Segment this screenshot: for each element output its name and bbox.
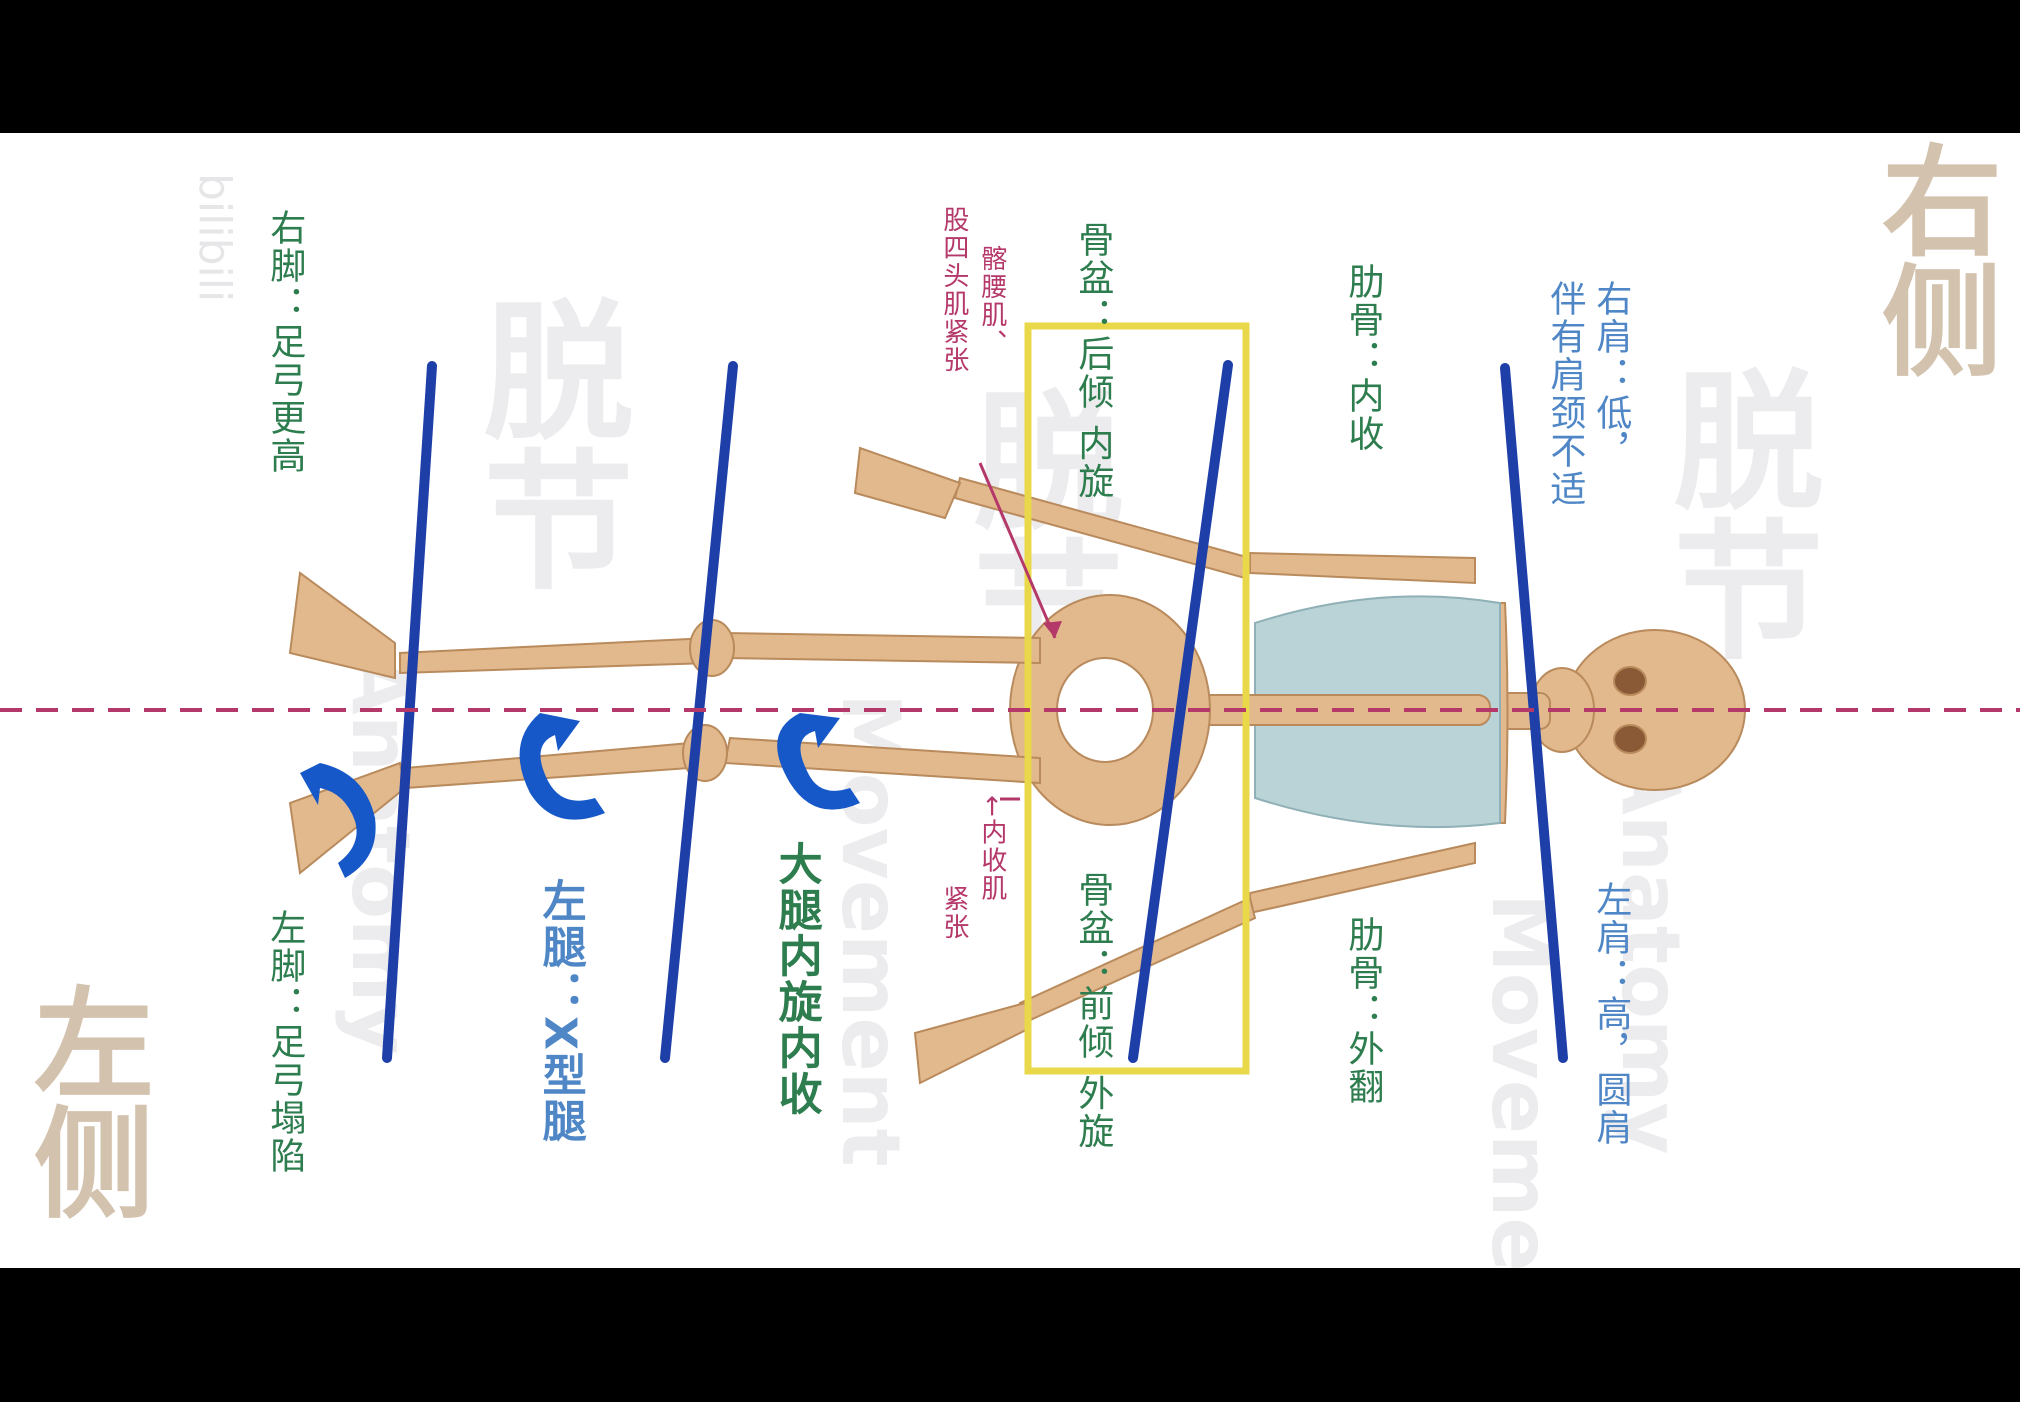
pelvis-left-label: 骨盆：前倾 外旋 <box>1072 871 1114 1151</box>
rotation-arrows <box>300 713 860 878</box>
right-hand <box>853 446 962 520</box>
adductor-label-line2: 紧张 <box>938 885 969 941</box>
left-femur <box>723 736 1041 785</box>
pelvis-axis-line <box>1128 360 1233 1063</box>
rotation-arrow-icon <box>777 713 860 810</box>
thigh-rotation-label: 大腿内旋内收 <box>770 841 822 1117</box>
shoulder-axis-line <box>1500 363 1568 1063</box>
left-hand <box>913 1001 1032 1085</box>
right-shoulder-label-line1: 右肩：低， <box>1590 280 1632 470</box>
left-shoulder-label: 左肩：高，圆肩 <box>1590 881 1632 1147</box>
top-letterbox <box>0 0 2020 133</box>
right-foot-label: 右脚：足弓更高 <box>264 209 306 475</box>
pelvis-right-label: 骨盆：后倾 内旋 <box>1072 221 1114 501</box>
watermark-brand: Anatomy <box>1604 753 1697 1155</box>
pelvic-inlet <box>1056 657 1154 763</box>
rib-left-label: 肋骨：外翻 <box>1342 916 1384 1106</box>
rotation-arrow-icon <box>300 763 376 878</box>
left-side-label: 左侧 <box>13 981 152 1221</box>
watermark-channel: 脱节 <box>1648 363 1822 663</box>
rotation-arrow-icon <box>519 713 605 820</box>
right-tibia <box>399 636 711 675</box>
diagram-canvas: 脱节 脱节 脱节 Anatomy Movement Anatomy Moveme… <box>0 133 2020 1268</box>
skeleton-figure <box>0 322 2020 1085</box>
eye-socket <box>1613 666 1647 696</box>
left-leg-label: 左腿：X型腿 <box>534 878 586 1144</box>
arrowhead <box>1043 621 1062 638</box>
adductor-label-line1: ←内收肌 <box>976 795 1007 903</box>
pelvis-highlight-box <box>1024 322 1250 1075</box>
left-humerus <box>1249 841 1476 915</box>
iliopsoas-label-line1: 髂腰肌、 <box>976 245 1007 357</box>
right-femur <box>724 631 1041 665</box>
eye-socket <box>1613 724 1647 754</box>
right-foot-bones <box>288 571 396 680</box>
iliopsoas-label-line2: 股四头肌紧张 <box>938 206 969 374</box>
rib-right-label: 肋骨：内收 <box>1342 263 1384 453</box>
left-foot-label: 左脚：足弓塌陷 <box>264 909 306 1175</box>
right-shoulder-label-line2: 伴有肩颈不适 <box>1544 280 1586 508</box>
right-side-label: 右侧 <box>1861 139 2000 379</box>
iliopsoas-pointer <box>978 462 1057 639</box>
watermark-channel: 脱节 <box>458 293 632 593</box>
right-humerus <box>1249 551 1476 585</box>
bottom-letterbox <box>0 1268 2020 1402</box>
skeleton-bones <box>288 446 1746 1085</box>
